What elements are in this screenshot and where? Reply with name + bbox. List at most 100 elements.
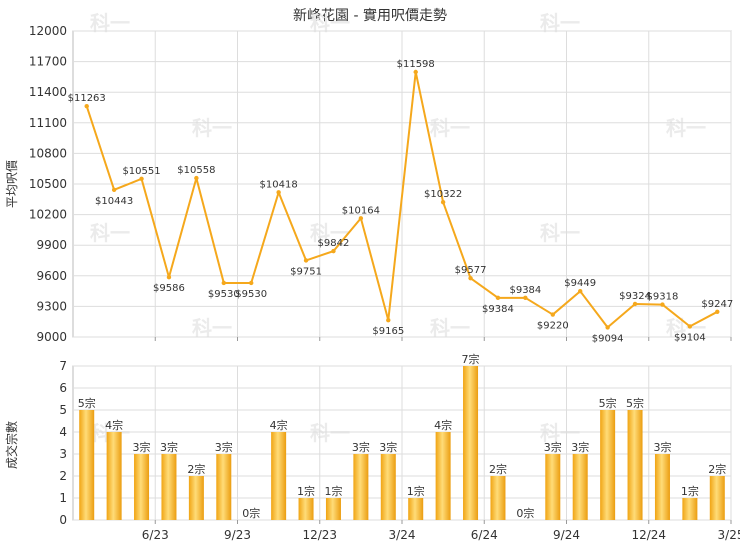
price-data-label: $10558 bbox=[177, 165, 215, 176]
x-tick-label: 3/24 bbox=[389, 528, 416, 542]
price-data-label: $9165 bbox=[372, 326, 404, 337]
price-point bbox=[660, 302, 665, 307]
price-point bbox=[386, 317, 391, 323]
price-point bbox=[303, 258, 309, 263]
watermark-layer: 科一科一科一科一科一科一科一科一科一科一科一科一科一科一科一 bbox=[90, 11, 706, 445]
volume-data-label: 5宗 bbox=[626, 396, 644, 410]
volume-y-tick-label: 0 bbox=[59, 513, 67, 527]
volume-bar bbox=[134, 454, 150, 520]
price-data-label: $9530 bbox=[208, 289, 240, 300]
watermark-text: 科一 bbox=[192, 116, 232, 140]
volume-bar bbox=[298, 498, 314, 520]
price-data-label: $9220 bbox=[537, 321, 569, 332]
volume-bar bbox=[216, 454, 232, 520]
volume-data-label: 0宗 bbox=[242, 506, 260, 520]
price-y-tick-label: 9000 bbox=[36, 330, 67, 344]
volume-data-label: 3宗 bbox=[133, 440, 151, 454]
volume-data-label: 2宗 bbox=[187, 462, 205, 476]
watermark-text: 科一 bbox=[430, 116, 470, 140]
price-data-label: $10443 bbox=[95, 196, 133, 207]
volume-bar bbox=[709, 476, 725, 520]
watermark-text: 科一 bbox=[310, 221, 350, 245]
volume-data-label: 3宗 bbox=[653, 440, 671, 454]
volume-chart: 0 1 2 3 4 5 6 7 6/23 9/23 12/23 3/24 6/24 9/24 12/24 3/… bbox=[59, 352, 740, 542]
volume-data-label: 3宗 bbox=[379, 440, 397, 454]
price-data-label: $10418 bbox=[260, 179, 298, 190]
x-tick-label: 6/24 bbox=[471, 528, 498, 542]
watermark-text: 科一 bbox=[90, 221, 130, 245]
price-point bbox=[495, 295, 501, 301]
price-data-label: $9247 bbox=[701, 299, 733, 310]
volume-bar bbox=[79, 410, 95, 520]
price-data-label: $9751 bbox=[290, 266, 322, 277]
price-point bbox=[358, 216, 364, 221]
volume-data-label: 4宗 bbox=[270, 418, 288, 432]
price-data-label: $11263 bbox=[68, 93, 106, 104]
volume-bar bbox=[380, 454, 396, 520]
volume-y-tick-label: 2 bbox=[59, 469, 67, 483]
volume-y-tick-label: 4 bbox=[59, 425, 67, 439]
price-y-tick-label: 11400 bbox=[29, 85, 67, 99]
volume-bar bbox=[325, 498, 341, 520]
price-point bbox=[687, 324, 693, 329]
price-point bbox=[84, 103, 89, 109]
price-data-label: $9324 bbox=[619, 291, 651, 302]
price-y-tick-label: 10500 bbox=[29, 177, 67, 191]
price-chart: 9000 9300 9600 9900 10200 10500 10800 11100 1140… bbox=[29, 24, 733, 344]
volume-bar bbox=[161, 454, 177, 520]
price-point bbox=[249, 280, 254, 286]
volume-y-tick-label: 5 bbox=[59, 403, 67, 417]
x-tick-label: 3/25 bbox=[718, 528, 740, 542]
volume-data-label: 5宗 bbox=[78, 396, 96, 410]
price-data-label: $9530 bbox=[235, 289, 267, 300]
volume-bar bbox=[463, 366, 479, 520]
price-point bbox=[111, 187, 117, 193]
volume-bar bbox=[600, 410, 616, 520]
volume-y-tick-label: 1 bbox=[59, 491, 67, 505]
price-data-label: $9384 bbox=[509, 285, 541, 296]
x-tick-label: 12/23 bbox=[302, 528, 337, 542]
watermark-text: 科一 bbox=[540, 221, 580, 245]
volume-bar bbox=[271, 432, 287, 520]
price-point bbox=[468, 275, 473, 281]
price-data-label: $9384 bbox=[482, 304, 514, 315]
volume-data-label: 2宗 bbox=[489, 462, 507, 476]
price-point bbox=[632, 301, 638, 307]
watermark-text: 科一 bbox=[666, 316, 706, 340]
volume-bar bbox=[435, 432, 451, 520]
volume-bar bbox=[572, 454, 588, 520]
price-data-label: $10322 bbox=[424, 189, 462, 200]
price-point bbox=[331, 248, 336, 254]
x-tick-label: 12/24 bbox=[631, 528, 666, 542]
volume-bar bbox=[188, 476, 204, 520]
price-data-label: $9586 bbox=[153, 283, 185, 294]
volume-data-label: 1宗 bbox=[297, 484, 315, 498]
price-point bbox=[605, 325, 610, 330]
volume-bar bbox=[627, 410, 643, 520]
volume-bar bbox=[408, 498, 424, 520]
x-tick-label: 9/23 bbox=[224, 528, 251, 542]
volume-bar bbox=[490, 476, 506, 520]
volume-y-tick-label: 6 bbox=[59, 381, 67, 395]
volume-data-label: 5宗 bbox=[599, 396, 617, 410]
price-point bbox=[715, 309, 720, 315]
volume-bar bbox=[682, 498, 698, 520]
price-point bbox=[440, 199, 446, 205]
volume-data-label: 0宗 bbox=[516, 506, 534, 520]
price-data-label: $11598 bbox=[397, 59, 435, 70]
volume-y-tick-label: 7 bbox=[59, 359, 67, 373]
price-y-tick-label: 11100 bbox=[29, 116, 67, 130]
price-point bbox=[578, 289, 583, 294]
volume-data-label: 3宗 bbox=[571, 440, 589, 454]
price-point bbox=[276, 190, 281, 195]
price-y-tick-label: 9600 bbox=[36, 269, 67, 283]
price-data-label: $9842 bbox=[318, 238, 350, 249]
price-data-label: $9104 bbox=[674, 332, 706, 343]
volume-data-label: 1宗 bbox=[681, 484, 699, 498]
volume-bar bbox=[353, 454, 369, 520]
price-data-label: $9449 bbox=[564, 278, 596, 289]
price-y-tick-label: 11700 bbox=[29, 55, 67, 69]
price-data-label: $10164 bbox=[342, 205, 380, 216]
volume-bar bbox=[654, 454, 670, 520]
price-point bbox=[221, 280, 226, 286]
